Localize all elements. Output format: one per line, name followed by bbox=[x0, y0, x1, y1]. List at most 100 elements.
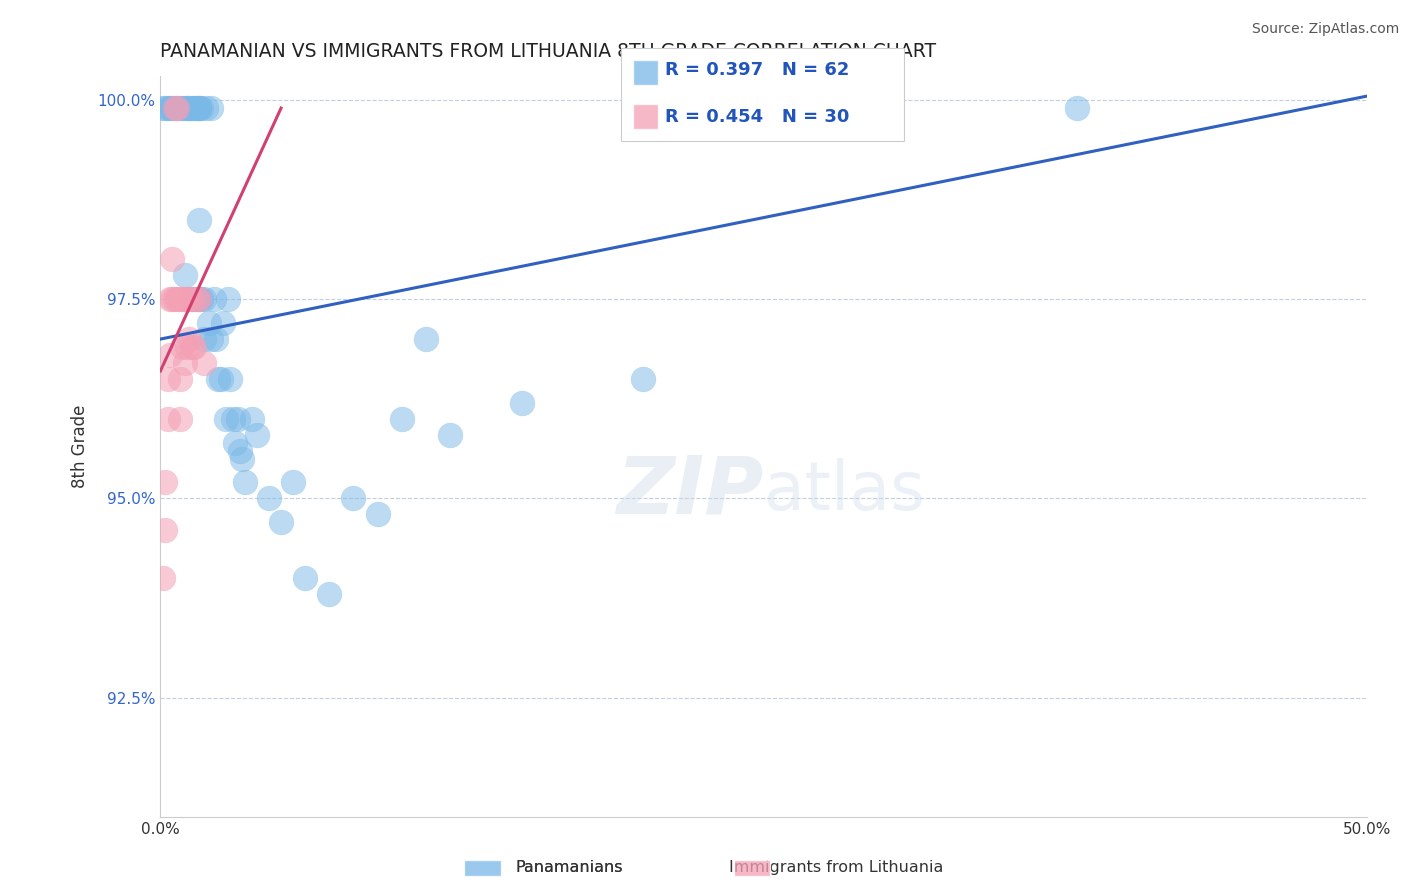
Point bbox=[512, 396, 534, 410]
Y-axis label: 8th Grade: 8th Grade bbox=[72, 405, 89, 488]
Point bbox=[173, 268, 195, 283]
Point bbox=[229, 443, 252, 458]
Point bbox=[172, 101, 194, 115]
Point bbox=[219, 372, 242, 386]
Point bbox=[163, 292, 186, 306]
Point bbox=[207, 372, 229, 386]
Point bbox=[188, 292, 211, 306]
Point bbox=[186, 101, 208, 115]
Point bbox=[179, 101, 201, 115]
Point bbox=[180, 292, 202, 306]
Point bbox=[180, 292, 202, 306]
Point bbox=[439, 427, 461, 442]
Point bbox=[156, 101, 179, 115]
Point bbox=[342, 491, 364, 506]
Point bbox=[183, 101, 205, 115]
Point bbox=[391, 411, 413, 425]
Point bbox=[188, 292, 211, 306]
Point bbox=[179, 332, 201, 346]
Point bbox=[176, 340, 198, 354]
Point bbox=[231, 451, 253, 466]
Point bbox=[197, 316, 219, 330]
Point bbox=[169, 372, 191, 386]
Point bbox=[294, 571, 316, 585]
Point bbox=[367, 508, 389, 522]
Point bbox=[193, 292, 215, 306]
Point bbox=[179, 292, 201, 306]
Point bbox=[190, 101, 212, 115]
Point bbox=[186, 292, 208, 306]
Point bbox=[212, 316, 235, 330]
Point bbox=[200, 332, 222, 346]
Point bbox=[186, 292, 208, 306]
Point bbox=[190, 292, 212, 306]
Point bbox=[172, 340, 194, 354]
Point bbox=[233, 475, 256, 490]
Point bbox=[166, 292, 188, 306]
Point bbox=[163, 101, 186, 115]
Point bbox=[1066, 101, 1088, 115]
Point bbox=[415, 332, 437, 346]
Text: R = 0.454   N = 30: R = 0.454 N = 30 bbox=[665, 108, 849, 126]
Point bbox=[162, 101, 184, 115]
Point bbox=[156, 411, 179, 425]
Point bbox=[179, 101, 201, 115]
Point bbox=[214, 411, 236, 425]
Point bbox=[152, 101, 174, 115]
Point bbox=[188, 212, 211, 227]
Point bbox=[173, 292, 195, 306]
Point bbox=[188, 101, 211, 115]
Point bbox=[200, 101, 222, 115]
Text: Panamanians: Panamanians bbox=[516, 860, 623, 874]
Point bbox=[166, 101, 188, 115]
Point bbox=[224, 435, 246, 450]
Point bbox=[180, 101, 202, 115]
Point bbox=[173, 356, 195, 370]
Point bbox=[183, 292, 205, 306]
Point bbox=[205, 332, 228, 346]
Point bbox=[176, 292, 198, 306]
Point bbox=[173, 101, 195, 115]
Point bbox=[169, 292, 191, 306]
Text: PANAMANIAN VS IMMIGRANTS FROM LITHUANIA 8TH GRADE CORRELATION CHART: PANAMANIAN VS IMMIGRANTS FROM LITHUANIA … bbox=[160, 42, 936, 61]
Point bbox=[193, 332, 215, 346]
Point bbox=[217, 292, 239, 306]
Point bbox=[162, 252, 184, 267]
Point bbox=[195, 101, 218, 115]
Point bbox=[240, 411, 263, 425]
Point bbox=[226, 411, 249, 425]
Point bbox=[186, 101, 208, 115]
Point bbox=[172, 292, 194, 306]
Point bbox=[176, 101, 198, 115]
Point bbox=[180, 340, 202, 354]
Point bbox=[152, 571, 174, 585]
Text: ZIP: ZIP bbox=[616, 452, 763, 530]
Point bbox=[281, 475, 304, 490]
Point bbox=[169, 411, 191, 425]
Point bbox=[631, 372, 654, 386]
Point bbox=[318, 587, 340, 601]
Point bbox=[209, 372, 232, 386]
Point bbox=[159, 292, 181, 306]
Point bbox=[162, 292, 184, 306]
Point bbox=[188, 101, 211, 115]
Point bbox=[222, 411, 245, 425]
Point bbox=[159, 348, 181, 362]
Point bbox=[155, 475, 177, 490]
Point bbox=[156, 372, 179, 386]
Text: R = 0.397   N = 62: R = 0.397 N = 62 bbox=[665, 62, 849, 79]
Point bbox=[166, 101, 188, 115]
Text: Immigrants from Lithuania: Immigrants from Lithuania bbox=[730, 860, 943, 874]
Text: Panamanians: Panamanians bbox=[516, 860, 623, 874]
Point bbox=[257, 491, 280, 506]
Text: Source: ZipAtlas.com: Source: ZipAtlas.com bbox=[1251, 22, 1399, 37]
Point bbox=[163, 101, 186, 115]
Point bbox=[193, 356, 215, 370]
Point bbox=[202, 292, 225, 306]
Point bbox=[183, 340, 205, 354]
Point bbox=[169, 101, 191, 115]
Point bbox=[159, 101, 181, 115]
Text: atlas: atlas bbox=[763, 458, 925, 524]
Point bbox=[270, 516, 292, 530]
Point bbox=[155, 523, 177, 537]
